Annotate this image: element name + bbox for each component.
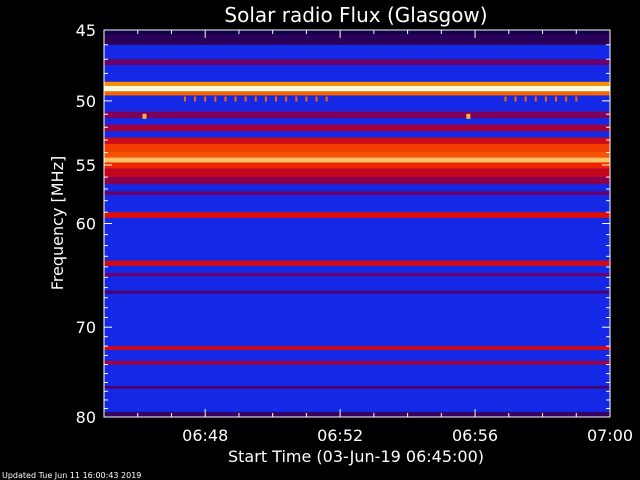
plot-area [104,30,610,417]
updated-timestamp: Updated Tue Jun 11 16:00:43 2019 [2,471,141,480]
burst-tick [254,96,257,102]
burst-tick [534,96,537,102]
burst-tick [555,96,558,102]
y-tick-label: 80 [76,408,96,427]
burst-tick [315,96,318,102]
emission-band [104,346,610,350]
emission-band [104,162,610,169]
x-tick-label: 06:56 [452,426,498,445]
burst-tick [194,96,197,102]
y-axis: 45 50 55 60 70 80 [76,21,610,427]
emission-band [104,59,610,65]
emission-band [104,290,610,294]
burst-tick [504,96,507,102]
burst-tick [285,96,288,102]
emission-band [104,34,610,45]
burst-tick [204,96,207,102]
emission-band [104,143,610,152]
burst-tick [544,96,547,102]
emission-band [104,177,610,185]
burst-tick [264,96,267,102]
emission-band [104,111,610,119]
chart-title: Solar radio Flux (Glasgow) [224,3,487,27]
burst-tick [234,96,237,102]
emission-band [104,273,610,277]
emission-band [104,85,610,92]
x-axis: 06:48 06:52 06:56 07:00 [103,30,633,445]
y-tick-label: 70 [76,318,96,337]
y-tick-label: 55 [76,156,96,175]
emission-band [104,30,610,35]
emission-band [104,91,610,96]
x-axis-label: Start Time (03-Jun-19 06:45:00) [228,447,484,466]
y-tick-label: 60 [76,215,96,234]
burst-tick [575,96,578,102]
y-axis-label: Frequency [MHz] [48,156,67,290]
burst-tick [183,96,186,102]
emission-band [104,151,610,158]
emission-band [104,81,610,86]
burst-tick [275,96,278,102]
emission-band [104,137,610,144]
y-tick-label: 50 [76,92,96,111]
burst-tick [224,96,227,102]
emission-band [104,168,610,178]
x-tick-label: 06:48 [182,426,228,445]
x-tick-label: 06:52 [317,426,363,445]
burst-tick [524,96,527,102]
x-tick-label: 07:00 [587,426,633,445]
y-tick-label: 45 [76,21,96,40]
burst-tick [325,96,328,102]
burst-spot [466,113,471,119]
burst-spot [142,113,147,119]
burst-tick [214,96,217,102]
emission-band [104,260,610,266]
emission-band [104,124,610,132]
emission-band [104,157,610,163]
emission-band [104,212,610,218]
emission-band [104,191,610,195]
burst-tick [305,96,308,102]
emission-band [104,386,610,389]
burst-tick [514,96,517,102]
burst-tick [565,96,568,102]
emission-band [104,411,610,417]
burst-tick [244,96,247,102]
burst-tick [295,96,298,102]
emission-band [104,360,610,365]
